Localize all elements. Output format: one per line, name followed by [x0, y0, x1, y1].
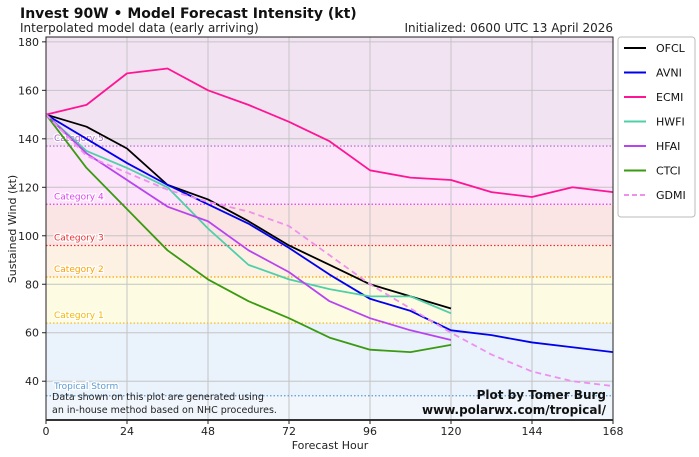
y-tick-label: 140 [18, 133, 39, 146]
y-tick-label: 40 [25, 375, 39, 388]
series-line-ecmi [45, 67, 614, 198]
legend-label: HWFI [656, 116, 685, 129]
series-line-hwfi [45, 113, 452, 315]
x-axis-label: Forecast Hour [292, 439, 369, 452]
legend-label: CTCI [656, 165, 681, 178]
threshold-label: Category 3 [54, 233, 104, 243]
y-tick-label: 160 [18, 84, 39, 97]
y-axis-label: Sustained Wind (kt) [6, 175, 19, 283]
x-tick-label: 96 [363, 425, 377, 438]
legend: OFCL AVNI ECMI HWFI HFAI CTCI GDMI [617, 36, 696, 218]
legend-label: GDMI [656, 189, 686, 202]
y-tick-label: 100 [18, 230, 39, 243]
threshold-label: Category 4 [54, 192, 104, 202]
band-category-5 [46, 37, 613, 147]
y-tick-label: 60 [25, 327, 39, 340]
legend-label: HFAI [656, 140, 680, 153]
threshold-label: Category 1 [54, 311, 104, 321]
y-tick-label: 120 [18, 181, 39, 194]
note-line-1: Data shown on this plot are generated us… [52, 392, 264, 403]
initialized-time: Initialized: 0600 UTC 13 April 2026 [404, 21, 613, 35]
legend-label: OFCL [656, 42, 686, 55]
series-line-gdmi [45, 113, 614, 387]
x-tick-label: 120 [441, 425, 462, 438]
band-below-ts [46, 395, 613, 420]
x-tick-label: 168 [603, 425, 624, 438]
y-tick-label: 180 [18, 36, 39, 49]
x-tick-label: 24 [120, 425, 134, 438]
x-tick-label: 48 [201, 425, 215, 438]
threshold-label: Tropical Storm [53, 382, 118, 392]
band-tropical-storm [46, 323, 613, 396]
x-tick-label: 0 [43, 425, 50, 438]
credit-author: Plot by Tomer Burg [477, 388, 606, 402]
series-line-avni [45, 113, 614, 354]
legend-label: AVNI [656, 67, 682, 80]
note-line-2: an in-house method based on NHC procedur… [52, 405, 277, 416]
y-tick-label: 80 [25, 278, 39, 291]
band-category-4 [46, 146, 613, 205]
legend-label: ECMI [656, 91, 683, 104]
chart-subtitle: Interpolated model data (early arriving) [20, 21, 259, 35]
series-line-hfai [45, 113, 452, 341]
x-tick-label: 144 [522, 425, 543, 438]
series-line-ofcl [45, 113, 452, 310]
band-category-3 [46, 204, 613, 246]
x-tick-label: 72 [282, 425, 296, 438]
legend-box [617, 36, 696, 218]
chart-title: Invest 90W • Model Forecast Intensity (k… [20, 6, 357, 22]
threshold-label: Category 2 [54, 265, 104, 275]
series-line-ctci [45, 114, 452, 354]
credit-url: www.polarwx.com/tropical/ [422, 403, 607, 417]
band-category-2 [46, 245, 613, 277]
